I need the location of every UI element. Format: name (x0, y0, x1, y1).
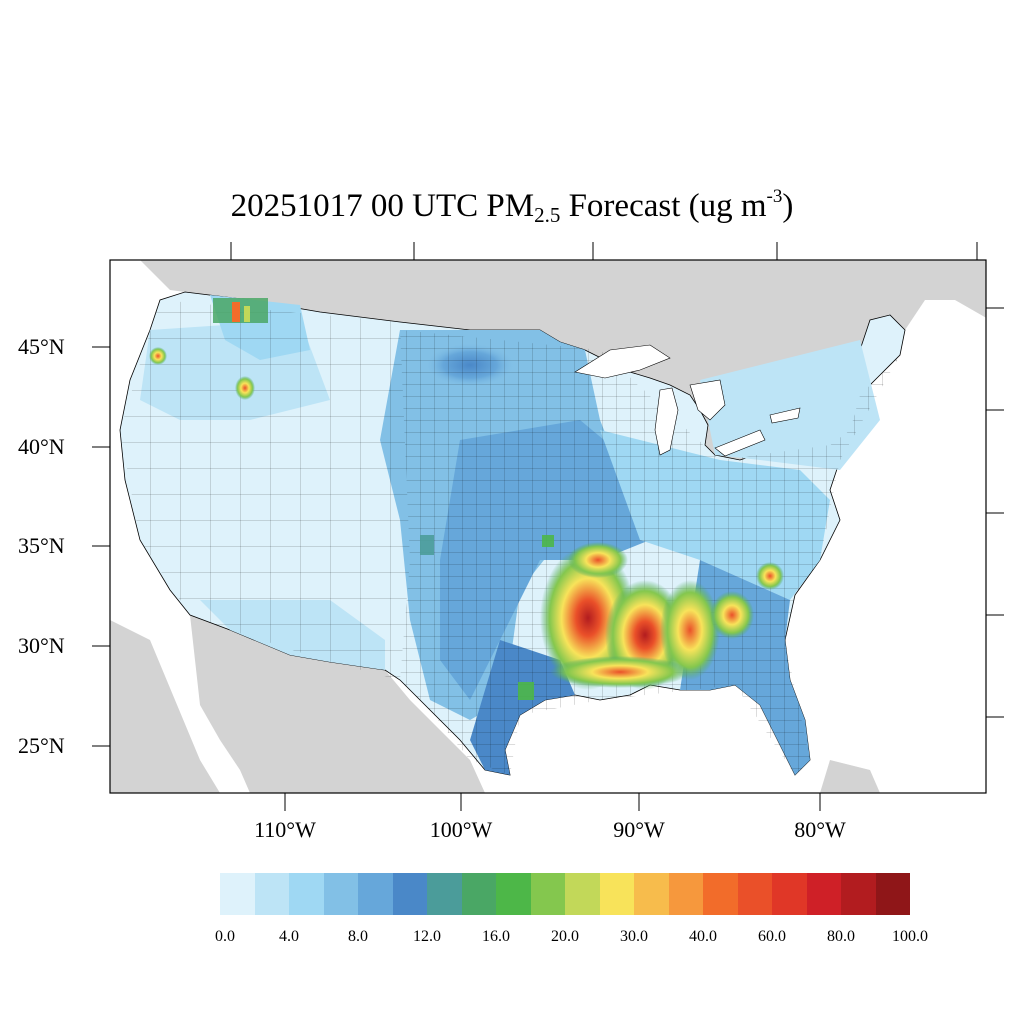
colorbar-swatch (772, 873, 807, 915)
lake-ontario (769, 407, 801, 424)
colorbar-swatch (565, 873, 600, 915)
colorbar-tick-label: 30.0 (620, 928, 648, 945)
lake-michigan (654, 387, 679, 456)
colorbar-swatch (875, 873, 910, 915)
lon-label-110: 110°W (254, 817, 316, 842)
colorbar-swatch (220, 873, 255, 915)
colorbar-swatch (254, 873, 289, 915)
lat-label-30: 30°N (18, 633, 65, 658)
lon-label-80: 80°W (794, 817, 846, 842)
colorbar-swatch (737, 873, 772, 915)
colorbar-swatch (668, 873, 703, 915)
colorbar-swatch (427, 873, 462, 915)
colorbar-tick-label: 4.0 (279, 928, 299, 945)
right-ticks (986, 307, 1004, 718)
colorbar-swatch (703, 873, 738, 915)
colorbar-tick-label: 8.0 (348, 928, 368, 945)
colorbar-swatch (634, 873, 669, 915)
colorbar-tick-label: 100.0 (892, 928, 928, 945)
hotspot-south-carolina (756, 562, 784, 590)
colorbar-tick-label: 16.0 (482, 928, 510, 945)
left-ticks (92, 346, 110, 747)
lat-label-25: 25°N (18, 733, 65, 758)
colorbar-swatch (289, 873, 324, 915)
colorbar-swatch (392, 873, 427, 915)
mexico-land (190, 615, 485, 793)
colorbar-swatch (496, 873, 531, 915)
colorbar-tick-label: 12.0 (413, 928, 441, 945)
cuba-land (820, 760, 880, 793)
colorbar-tick-label: 40.0 (689, 928, 717, 945)
top-ticks (230, 242, 978, 260)
hotspot-alabama (660, 580, 720, 680)
hotspot-montana-strip (213, 298, 268, 323)
hotspot-oregon (149, 347, 167, 365)
colorbar-swatch (323, 873, 358, 915)
colorbar-tick-label: 60.0 (758, 928, 786, 945)
hotspot-idaho (235, 376, 255, 400)
lake-huron (689, 379, 726, 421)
baja-land (110, 620, 220, 793)
bottom-ticks (284, 793, 821, 811)
colorbar-swatch (599, 873, 634, 915)
lon-label-100: 100°W (429, 817, 493, 842)
hotspot-georgia (710, 591, 754, 639)
colorbar-tick-label: 0.0 (215, 928, 235, 945)
lat-label-45: 45°N (18, 334, 65, 359)
lat-label-40: 40°N (18, 434, 65, 459)
colorbar-swatch (841, 873, 876, 915)
map-border (109, 259, 987, 794)
hotspot-arkansas-n (568, 542, 628, 578)
colorbar-tick-label: 20.0 (551, 928, 579, 945)
colorbar-swatch (806, 873, 841, 915)
lat-label-35: 35°N (18, 533, 65, 558)
lake-erie (714, 429, 766, 457)
lake-superior (574, 344, 671, 379)
colorbar-swatch (530, 873, 565, 915)
hotspot-gulf-strip (550, 656, 690, 688)
colorbar-tick-label: 80.0 (827, 928, 855, 945)
lon-label-90: 90°W (613, 817, 665, 842)
colorbar-swatch (358, 873, 393, 915)
colorbar-swatch (461, 873, 496, 915)
map-title: 20251017 00 UTC PM2.5 Forecast (ug m-3) (230, 186, 794, 227)
